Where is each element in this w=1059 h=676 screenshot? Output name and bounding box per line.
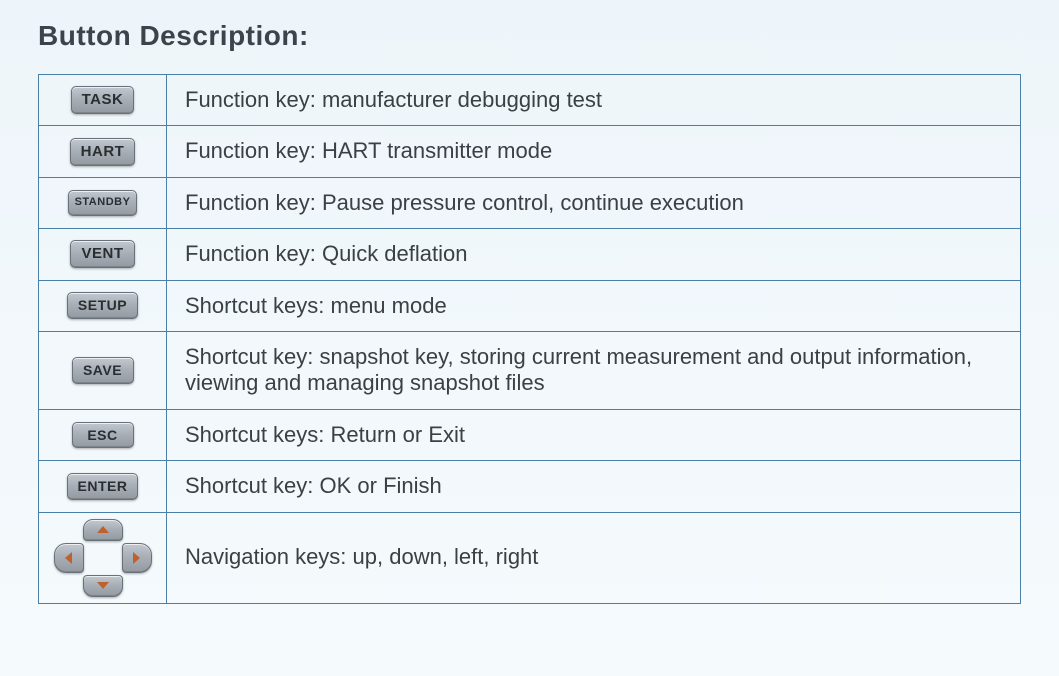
dpad-right-icon <box>122 543 152 573</box>
description-cell: Shortcut key: OK or Finish <box>167 461 1021 512</box>
dpad-down-icon <box>83 575 123 597</box>
esc-key: ESC <box>72 422 134 449</box>
table-row: SETUP Shortcut keys: menu mode <box>39 280 1021 331</box>
table-row: TASK Function key: manufacturer debuggin… <box>39 75 1021 126</box>
key-cell: ESC <box>39 409 167 460</box>
button-description-table: TASK Function key: manufacturer debuggin… <box>38 74 1021 604</box>
table-row: SAVE Shortcut key: snapshot key, storing… <box>39 331 1021 409</box>
setup-key: SETUP <box>67 292 138 319</box>
section-title: Button Description: <box>38 20 1021 52</box>
table-row: VENT Function key: Quick deflation <box>39 229 1021 280</box>
description-cell: Function key: Pause pressure control, co… <box>167 177 1021 228</box>
vent-key: VENT <box>70 240 134 268</box>
key-cell: ENTER <box>39 461 167 512</box>
key-cell: SETUP <box>39 280 167 331</box>
standby-key: STANDBY <box>68 190 138 215</box>
description-cell: Navigation keys: up, down, left, right <box>167 512 1021 603</box>
description-cell: Shortcut key: snapshot key, storing curr… <box>167 331 1021 409</box>
dpad-up-icon <box>83 519 123 541</box>
description-cell: Shortcut keys: menu mode <box>167 280 1021 331</box>
key-cell: HART <box>39 126 167 177</box>
enter-key: ENTER <box>67 473 139 500</box>
save-key: SAVE <box>72 357 134 384</box>
key-cell <box>39 512 167 603</box>
hart-key: HART <box>70 138 136 166</box>
dpad-key <box>54 519 152 597</box>
description-cell: Function key: Quick deflation <box>167 229 1021 280</box>
dpad-left-icon <box>54 543 84 573</box>
table-row: Navigation keys: up, down, left, right <box>39 512 1021 603</box>
table-row: ESC Shortcut keys: Return or Exit <box>39 409 1021 460</box>
key-cell: TASK <box>39 75 167 126</box>
table-row: STANDBY Function key: Pause pressure con… <box>39 177 1021 228</box>
description-cell: Function key: HART transmitter mode <box>167 126 1021 177</box>
table-row: ENTER Shortcut key: OK or Finish <box>39 461 1021 512</box>
description-cell: Function key: manufacturer debugging tes… <box>167 75 1021 126</box>
key-cell: STANDBY <box>39 177 167 228</box>
task-key: TASK <box>71 86 135 114</box>
key-cell: VENT <box>39 229 167 280</box>
key-cell: SAVE <box>39 331 167 409</box>
table-row: HART Function key: HART transmitter mode <box>39 126 1021 177</box>
description-cell: Shortcut keys: Return or Exit <box>167 409 1021 460</box>
